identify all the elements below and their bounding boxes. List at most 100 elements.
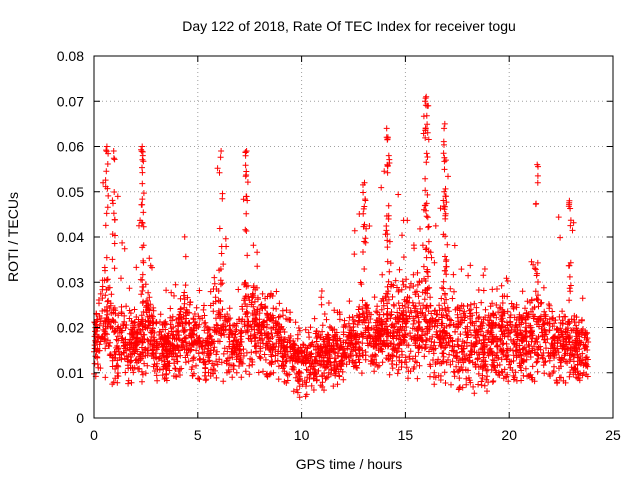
data-point — [311, 360, 318, 367]
data-point — [292, 319, 299, 326]
data-point — [305, 329, 312, 336]
data-point — [118, 310, 125, 317]
data-point — [254, 263, 261, 270]
data-point — [181, 233, 188, 240]
data-point — [126, 330, 133, 337]
data-point — [302, 326, 309, 333]
data-point — [424, 214, 431, 221]
data-point — [251, 333, 258, 339]
data-point — [129, 332, 136, 339]
data-point — [471, 343, 478, 350]
data-point — [110, 200, 116, 207]
data-point — [558, 357, 565, 364]
data-point — [580, 369, 587, 376]
data-point — [128, 357, 135, 364]
data-point — [262, 356, 269, 363]
data-point — [163, 287, 170, 294]
data-point — [205, 354, 212, 361]
data-point — [498, 282, 505, 289]
data-point — [445, 356, 451, 363]
data-point — [190, 316, 197, 323]
data-point — [443, 312, 450, 319]
data-point — [203, 323, 209, 330]
data-point — [142, 347, 148, 354]
data-point — [201, 327, 208, 334]
data-point — [572, 365, 578, 371]
data-point — [384, 300, 391, 307]
data-point — [487, 345, 494, 352]
data-point — [127, 310, 134, 317]
data-point — [441, 206, 448, 213]
data-point — [248, 349, 255, 356]
data-point — [444, 315, 451, 322]
data-point — [295, 368, 302, 375]
data-point — [559, 317, 566, 324]
data-point — [383, 331, 390, 338]
data-point — [446, 351, 453, 358]
data-point — [463, 381, 470, 388]
data-point — [295, 325, 302, 331]
data-point — [138, 344, 145, 351]
data-point — [394, 284, 400, 291]
data-point — [141, 360, 148, 367]
data-point — [246, 362, 253, 369]
data-point — [212, 294, 219, 301]
data-point — [410, 321, 417, 327]
data-point — [238, 329, 245, 336]
data-point — [520, 372, 527, 379]
data-point — [250, 242, 257, 249]
data-point — [476, 314, 483, 321]
data-point — [584, 373, 591, 380]
data-point — [136, 222, 142, 229]
data-point — [499, 369, 506, 376]
data-point — [410, 271, 417, 278]
data-point — [552, 317, 559, 324]
data-point — [373, 308, 380, 315]
data-point — [231, 322, 238, 328]
data-point — [100, 320, 107, 327]
data-point — [534, 368, 541, 375]
data-point — [440, 336, 447, 343]
data-point — [426, 335, 433, 342]
data-point — [492, 321, 499, 328]
data-point — [470, 383, 477, 390]
data-point — [360, 352, 367, 359]
data-point — [510, 347, 516, 354]
data-point — [327, 348, 333, 355]
data-point — [294, 389, 301, 396]
data-point — [301, 377, 308, 384]
data-point — [472, 334, 479, 341]
data-point — [259, 290, 266, 297]
data-point — [526, 343, 533, 350]
data-point — [139, 378, 145, 385]
data-point — [103, 307, 110, 314]
data-point — [104, 298, 111, 305]
data-point — [276, 300, 283, 307]
data-point — [150, 320, 157, 327]
data-point — [521, 344, 528, 351]
data-point — [581, 345, 588, 352]
data-point — [386, 160, 393, 166]
data-point — [350, 317, 357, 323]
data-point — [109, 256, 116, 263]
data-point — [121, 355, 128, 362]
data-point — [522, 350, 529, 357]
data-point — [523, 356, 530, 363]
data-point — [156, 328, 163, 335]
data-point — [362, 239, 369, 246]
data-point — [440, 278, 447, 285]
data-point — [172, 365, 178, 372]
data-point — [426, 284, 433, 291]
data-point — [475, 355, 481, 362]
data-point — [443, 199, 450, 206]
data-point — [196, 344, 203, 350]
data-point — [213, 315, 219, 322]
data-point — [573, 348, 580, 355]
data-point — [365, 332, 372, 339]
data-point — [546, 320, 552, 327]
data-point — [393, 361, 400, 368]
data-point — [177, 352, 184, 359]
data-point — [126, 346, 133, 353]
y-tick-label: 0.04 — [57, 229, 84, 245]
data-point — [396, 305, 403, 312]
